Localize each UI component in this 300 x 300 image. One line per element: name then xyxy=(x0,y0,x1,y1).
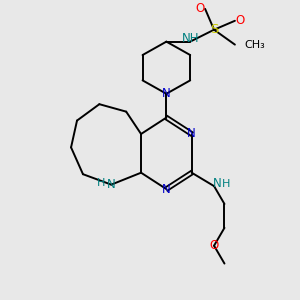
Text: O: O xyxy=(209,239,219,252)
Text: O: O xyxy=(236,14,245,27)
Text: N: N xyxy=(213,177,222,190)
Text: N: N xyxy=(107,178,116,191)
Text: CH₃: CH₃ xyxy=(244,40,265,50)
Text: H: H xyxy=(97,178,105,188)
Text: N: N xyxy=(187,128,196,140)
Text: O: O xyxy=(195,2,204,15)
Text: N: N xyxy=(162,183,171,196)
Text: NH: NH xyxy=(182,32,199,45)
Text: S: S xyxy=(210,23,218,36)
Text: N: N xyxy=(162,87,171,100)
Text: H: H xyxy=(222,179,231,189)
